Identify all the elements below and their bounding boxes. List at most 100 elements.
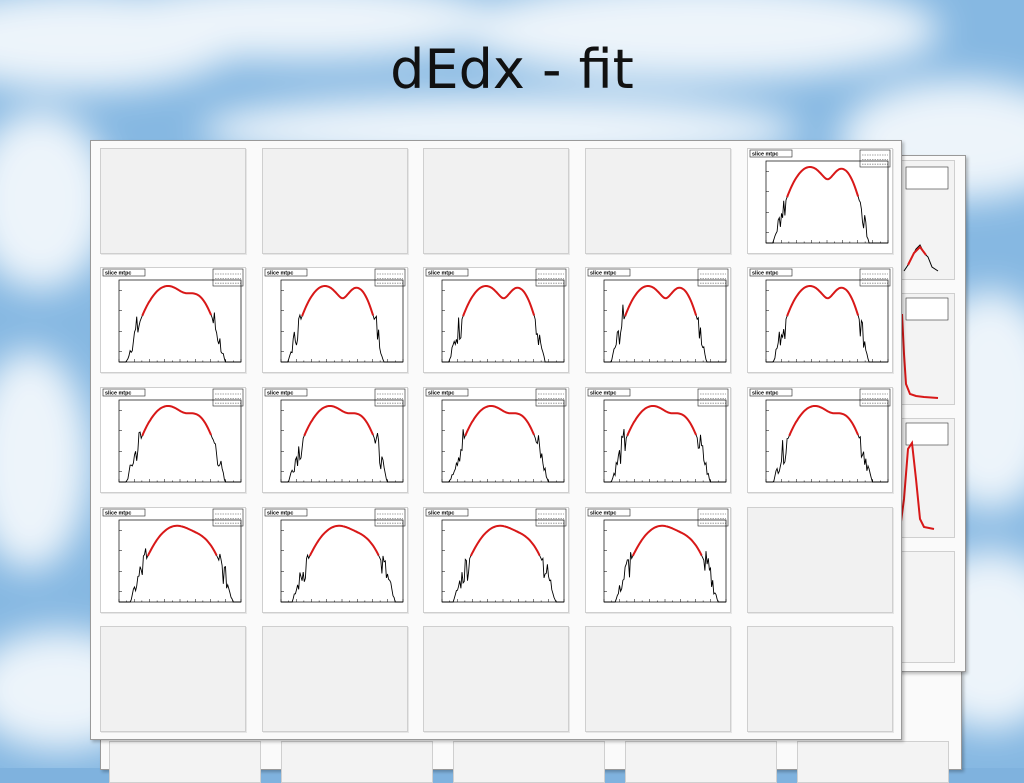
empty-pad <box>100 626 246 732</box>
histogram-pad-13: slice mtpc <box>423 387 569 493</box>
histogram-title: slice mtpc <box>105 511 131 517</box>
stats-box <box>374 388 406 407</box>
histogram-pad-9: slice mtpc <box>585 267 731 373</box>
histogram-title: slice mtpc <box>105 391 131 397</box>
histogram-title: slice mtpc <box>752 152 778 158</box>
histogram-plot: slice mtpc <box>424 268 568 372</box>
histogram-pad-7: slice mtpc <box>262 267 408 373</box>
histogram-pad-11: slice mtpc <box>100 387 246 493</box>
histogram-plot: slice mtpc <box>424 388 568 492</box>
fit-curve <box>786 166 860 198</box>
fit-curve <box>469 524 541 557</box>
stats-box <box>212 268 244 287</box>
histogram-plot: slice mtpc <box>586 508 730 612</box>
histogram-title: slice mtpc <box>428 271 454 277</box>
empty-pad <box>747 626 893 732</box>
histogram-title-box <box>102 268 146 277</box>
background-empty-pad <box>109 741 261 783</box>
root-canvas-window: slice mtpc slice mtpc slice mtpc slice mtpc… <box>90 140 902 740</box>
histogram-title: slice mtpc <box>428 391 454 397</box>
stats-box <box>697 268 729 287</box>
fit-curve <box>146 524 218 557</box>
histogram-title: slice mtpc <box>267 511 293 517</box>
background-histogram-pad <box>893 160 955 280</box>
stats-box <box>859 149 891 168</box>
histogram-plot: slice mtpc <box>101 388 245 492</box>
slide-title: dEdx - fit <box>390 38 634 101</box>
empty-pad <box>747 507 893 613</box>
stats-box <box>697 388 729 407</box>
histogram-title-box <box>587 268 631 277</box>
histogram-pad-19: slice mtpc <box>585 507 731 613</box>
histogram-pad-10: slice mtpc <box>747 267 893 373</box>
fit-curve <box>624 285 698 317</box>
background-histogram-pad <box>893 293 955 405</box>
fit-curve <box>786 285 860 317</box>
histogram-plot: slice mtpc <box>263 268 407 372</box>
histogram-pad-5: slice mtpc <box>747 148 893 254</box>
stats-box <box>374 508 406 527</box>
histogram-title-box <box>264 388 308 397</box>
fit-curve <box>141 405 213 437</box>
fit-curve <box>303 405 375 437</box>
histogram-plot: slice mtpc <box>586 388 730 492</box>
histogram-plot: slice mtpc <box>748 388 892 492</box>
histogram-plot: slice mtpc <box>586 268 730 372</box>
histogram-pad-6: slice mtpc <box>100 267 246 373</box>
fit-curve <box>141 285 213 317</box>
histogram-title-box <box>749 149 793 158</box>
histogram-pad-8: slice mtpc <box>423 267 569 373</box>
empty-pad <box>423 148 569 254</box>
histogram-pad-15: slice mtpc <box>747 387 893 493</box>
histogram-title: slice mtpc <box>105 271 131 277</box>
histogram-title-box <box>264 508 308 517</box>
stats-box <box>859 268 891 287</box>
empty-pad <box>262 626 408 732</box>
histogram-title: slice mtpc <box>590 271 616 277</box>
histogram-title: slice mtpc <box>267 391 293 397</box>
stats-box <box>374 268 406 287</box>
fit-curve <box>462 285 536 317</box>
histogram-title-box <box>425 388 469 397</box>
histogram-plot: slice mtpc <box>101 508 245 612</box>
stats-box <box>697 508 729 527</box>
fit-curve <box>464 405 536 437</box>
stats-box <box>212 508 244 527</box>
histogram-title: slice mtpc <box>752 391 778 397</box>
background-empty-pad <box>625 741 777 783</box>
histogram-pad-12: slice mtpc <box>262 387 408 493</box>
fit-curve <box>626 405 698 437</box>
empty-pad <box>585 148 731 254</box>
histogram-pad-17: slice mtpc <box>262 507 408 613</box>
histogram-title-box <box>264 268 308 277</box>
histogram-pad-14: slice mtpc <box>585 387 731 493</box>
histogram-plot: slice mtpc <box>424 508 568 612</box>
background-empty-pad <box>797 741 949 783</box>
background-empty-pad <box>281 741 433 783</box>
histogram-title-box <box>749 388 793 397</box>
histogram-title: slice mtpc <box>267 271 293 277</box>
histogram-title-box <box>749 268 793 277</box>
histogram-plot: slice mtpc <box>101 268 245 372</box>
histogram-title: slice mtpc <box>428 511 454 517</box>
stats-box <box>859 388 891 407</box>
empty-pad <box>423 626 569 732</box>
histogram-plot: slice mtpc <box>263 508 407 612</box>
histogram-title-box <box>587 508 631 517</box>
stats-box <box>535 268 567 287</box>
histogram-title: slice mtpc <box>752 271 778 277</box>
histogram-plot: slice mtpc <box>748 268 892 372</box>
histogram-title-box <box>425 508 469 517</box>
fit-curve <box>308 524 380 557</box>
background-histogram-pad <box>893 418 955 538</box>
histogram-title-box <box>587 388 631 397</box>
fit-curve <box>788 405 860 437</box>
stats-box <box>212 388 244 407</box>
histogram-title: slice mtpc <box>590 511 616 517</box>
histogram-plot: slice mtpc <box>263 388 407 492</box>
stats-box <box>535 388 567 407</box>
histogram-title-box <box>102 508 146 517</box>
background-empty-pad <box>453 741 605 783</box>
fit-curve <box>631 524 703 557</box>
histogram-title: slice mtpc <box>590 391 616 397</box>
